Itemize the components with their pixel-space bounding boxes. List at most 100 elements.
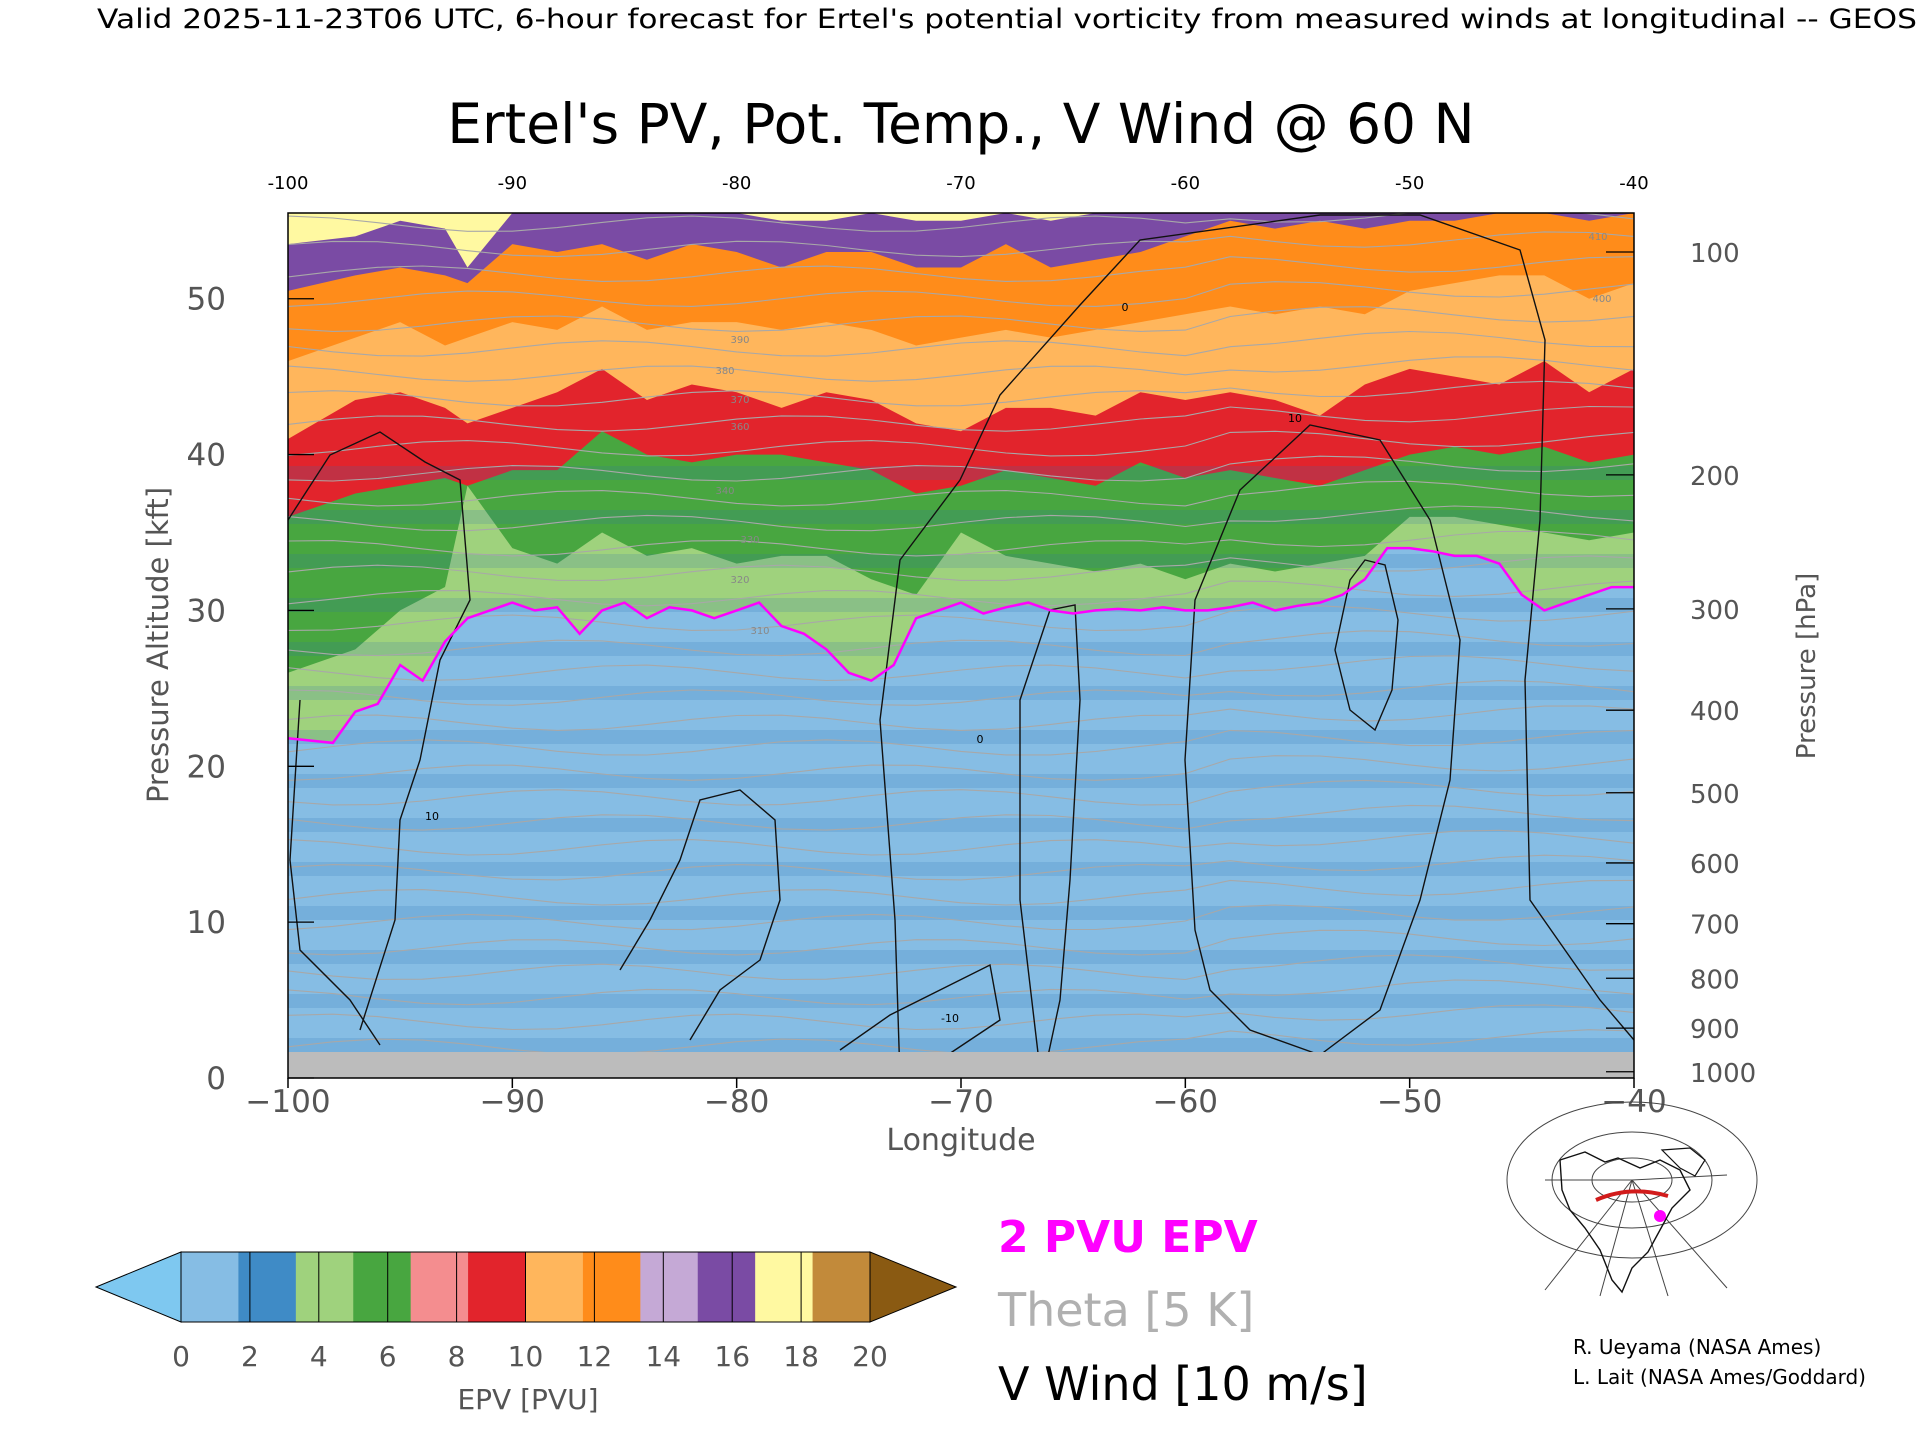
v-wind-contour bbox=[288, 431, 471, 1031]
v-wind-contours: 0 10 10 0 -10 bbox=[288, 214, 1634, 1078]
theta-contour bbox=[288, 380, 1634, 407]
y-axis-left: 0 10 20 30 40 50 bbox=[187, 282, 314, 1097]
theta-contour bbox=[288, 281, 1634, 307]
v-wind-contour-label: 0 bbox=[977, 733, 984, 746]
colorbar-segment bbox=[181, 1252, 239, 1322]
v-wind-contour-label: 0 bbox=[1122, 301, 1129, 314]
credit-line-1: R. Ueyama (NASA Ames) bbox=[1573, 1335, 1821, 1359]
epv-texture-band bbox=[288, 774, 1634, 788]
v-wind-contour-label: 10 bbox=[425, 810, 439, 823]
pressure-tick-label: 400 bbox=[1690, 697, 1740, 727]
theta-contour-label: 400 bbox=[1592, 294, 1611, 305]
epv-texture-band bbox=[288, 510, 1634, 524]
pressure-tick-label: 700 bbox=[1690, 911, 1740, 941]
epv-texture-band bbox=[288, 554, 1634, 568]
colorbar-tick-label: 16 bbox=[714, 1340, 750, 1373]
top-tick-label: -100 bbox=[268, 173, 309, 194]
v-wind-contour bbox=[1019, 604, 1081, 1071]
colorbar-segment bbox=[582, 1252, 641, 1322]
theta-contour bbox=[288, 854, 1634, 881]
theta-contour bbox=[288, 330, 1634, 357]
theta-contour-label: 340 bbox=[715, 486, 734, 497]
colorbar-segment bbox=[353, 1252, 412, 1322]
credit-line-2: L. Lait (NASA Ames/Goddard) bbox=[1573, 1365, 1866, 1389]
theta-contours: 310 320 330 340 360 370 380 390 400 410 bbox=[288, 213, 1634, 1056]
theta-contour bbox=[288, 356, 1634, 382]
top-tick-label: -70 bbox=[946, 173, 975, 194]
theta-contour bbox=[288, 630, 1634, 657]
top-tick-label: -60 bbox=[1171, 173, 1200, 194]
epv-texture-band bbox=[288, 730, 1634, 744]
theta-contour bbox=[288, 256, 1634, 282]
locator-map bbox=[1506, 1101, 1758, 1297]
y-axis-right: 100 200 300 400 500 600 700 800 900 1000 bbox=[1606, 239, 1756, 1089]
epv-texture-band bbox=[288, 994, 1634, 1008]
colorbar-tick-label: 0 bbox=[172, 1340, 190, 1373]
colorbar-segment bbox=[238, 1252, 297, 1322]
pressure-tick-label: 300 bbox=[1690, 596, 1740, 626]
theta-contour bbox=[288, 480, 1634, 507]
legend-2pvu: 2 PVU EPV bbox=[998, 1212, 1258, 1263]
colorbar: 0 2 4 6 8 10 12 14 16 18 20 bbox=[94, 1251, 958, 1373]
colorbar-tick-label: 14 bbox=[645, 1340, 681, 1373]
x-axis-label: Longitude bbox=[886, 1123, 1035, 1158]
v-wind-contour-label: -10 bbox=[941, 1012, 959, 1025]
x-tick-label: −100 bbox=[245, 1084, 330, 1120]
theta-contour bbox=[288, 405, 1634, 432]
theta-contour bbox=[288, 580, 1634, 607]
y-tick-label: 30 bbox=[187, 593, 226, 629]
top-tick-label: -90 bbox=[498, 173, 527, 194]
theta-contour bbox=[288, 231, 1634, 258]
colorbar-segment bbox=[468, 1252, 526, 1322]
epv-texture-band bbox=[288, 818, 1634, 832]
v-wind-contour bbox=[1334, 559, 1399, 732]
y-tick-label: 0 bbox=[206, 1061, 226, 1097]
theta-contour-label: 320 bbox=[730, 575, 749, 586]
x-tick-label: −90 bbox=[480, 1084, 545, 1120]
theta-contour bbox=[288, 779, 1634, 806]
top-tick-label: -80 bbox=[722, 173, 751, 194]
epv-band-16-18 bbox=[288, 213, 1634, 268]
epv-band-14-16 bbox=[288, 213, 1634, 291]
theta-contour-label: 390 bbox=[730, 335, 749, 346]
colorbar-over-arrow bbox=[869, 1251, 958, 1323]
theta-contour-label: 410 bbox=[1588, 232, 1607, 243]
v-wind-contour bbox=[839, 963, 1001, 1061]
v-wind-contour-label: 10 bbox=[1288, 412, 1302, 425]
theta-contour bbox=[288, 605, 1634, 632]
tropopause-2pvu-line bbox=[288, 546, 1634, 745]
x-axis: −100 −90 −80 −70 −60 −50 −40 bbox=[245, 1078, 1667, 1120]
colorbar-tick-label: 18 bbox=[783, 1340, 819, 1373]
v-wind-contour bbox=[289, 699, 381, 1046]
theta-contour bbox=[288, 879, 1634, 906]
top-axis-labels: -100 -90 -80 -70 -60 -50 -40 bbox=[268, 173, 1649, 194]
colorbar-tick-label: 12 bbox=[577, 1340, 613, 1373]
theta-contour-label: 310 bbox=[750, 626, 769, 637]
epv-texture-band bbox=[288, 466, 1634, 480]
theta-contour bbox=[288, 954, 1634, 981]
theta-contour bbox=[288, 555, 1634, 581]
chart-title: Ertel's PV, Pot. Temp., V Wind @ 60 N bbox=[447, 92, 1474, 156]
colorbar-tick-label: 10 bbox=[508, 1340, 544, 1373]
theta-contour bbox=[288, 655, 1634, 682]
theta-contour bbox=[288, 455, 1634, 482]
epv-texture-band bbox=[288, 950, 1634, 964]
theta-contour bbox=[288, 680, 1634, 706]
colorbar-segment bbox=[640, 1252, 699, 1322]
pressure-tick-label: 600 bbox=[1690, 850, 1740, 880]
theta-contour bbox=[288, 904, 1634, 931]
top-tick-label: -40 bbox=[1619, 173, 1648, 194]
y-axis-left-label: Pressure Altitude [kft] bbox=[141, 487, 175, 803]
theta-contour-label: 360 bbox=[730, 422, 749, 433]
theta-contour bbox=[288, 729, 1634, 756]
theta-contour bbox=[288, 705, 1634, 731]
theta-contour-label: 330 bbox=[740, 535, 759, 546]
y-tick-label: 20 bbox=[187, 749, 226, 785]
theta-contour bbox=[288, 213, 1634, 232]
ground-mask bbox=[288, 1052, 1634, 1078]
v-wind-contour bbox=[619, 789, 781, 1041]
pressure-tick-label: 800 bbox=[1690, 965, 1740, 995]
pressure-tick-label: 500 bbox=[1690, 780, 1740, 810]
theta-contour bbox=[288, 979, 1634, 1006]
